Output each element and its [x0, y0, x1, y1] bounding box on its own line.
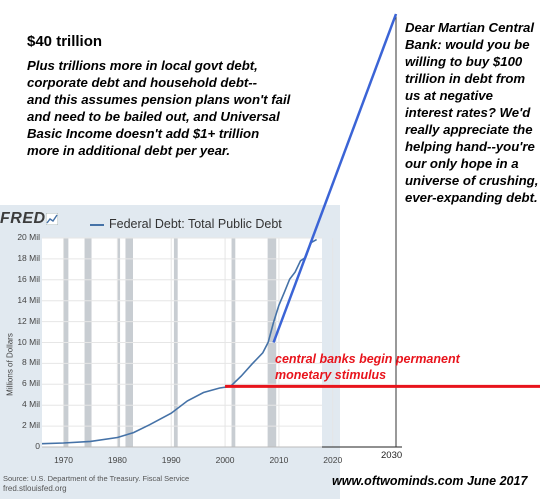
y-tick-label: 14 Mil: [17, 294, 40, 305]
stimulus-annotation: central banks begin permanent monetary s…: [275, 351, 460, 383]
note-line: Basic Income doesn't add $1+ trillion: [27, 126, 260, 141]
fred-logo-chart-icon: [46, 213, 58, 225]
y-tick-label: 0: [35, 441, 40, 451]
x-tick-label: 1990: [161, 455, 181, 465]
y-tick-label: 20 Mil: [17, 232, 40, 242]
y-tick-label: 12 Mil: [17, 315, 40, 326]
y-tick-label: 2 Mil: [22, 420, 40, 431]
letter-line: Bank: would you be: [405, 37, 530, 52]
website-credit: www.oftwominds.com June 2017: [332, 474, 528, 488]
y-tick-label: 8 Mil: [22, 357, 40, 368]
letter-line: our only hope in a: [405, 156, 519, 171]
note-line: Plus trillions more in local govt debt,: [27, 58, 258, 73]
letter-line: ever-expanding debt.: [405, 190, 538, 205]
source-note: Source: U.S. Department of the Treasury.…: [3, 474, 190, 483]
note-line: and need to be bailed out, and Universal: [27, 109, 280, 124]
x-tick-label: 2000: [215, 455, 235, 465]
x-tick-2030: 2030: [381, 450, 403, 461]
headline-40-trillion: $40 trillion: [27, 33, 103, 50]
letter-line: trillion in debt from: [405, 71, 526, 86]
letter-line: Dear Martian Central: [405, 20, 534, 35]
y-tick-label: 6 Mil: [22, 378, 40, 389]
letter-line: interest rates? We'd: [405, 105, 531, 120]
y-tick-label: 18 Mil: [17, 252, 40, 263]
legend-label: Federal Debt: Total Public Debt: [109, 217, 282, 231]
x-tick-label: 2010: [269, 455, 289, 465]
martian-letter: Dear Martian Central Bank: would you be …: [405, 19, 547, 206]
annotation-line: monetary stimulus: [275, 368, 387, 382]
letter-line: us at negative: [405, 88, 493, 103]
fred-logo: FRED: [0, 210, 46, 227]
y-tick-label: 4 Mil: [22, 399, 40, 410]
letter-line: universe of crushing,: [405, 173, 539, 188]
series-line-total-public-debt: [41, 238, 317, 445]
y-tick-label: 16 Mil: [17, 273, 40, 284]
legend-swatch: [90, 224, 104, 226]
x-tick-label: 2020: [323, 455, 343, 465]
annotation-line: central banks begin permanent: [275, 352, 460, 366]
x-tick-label: 1980: [107, 455, 127, 465]
note-line: and this assumes pension plans won't fai…: [27, 92, 291, 107]
letter-line: really appreciate the: [405, 122, 533, 137]
note-line: more in additional debt per year.: [27, 143, 230, 158]
letter-line: willing to buy $100: [405, 54, 523, 69]
letter-line: helping hand--you're: [405, 139, 535, 154]
x-tick-label: 1970: [54, 455, 73, 465]
y-tick-label: 10 Mil: [17, 336, 40, 347]
debt-note: Plus trillions more in local govt debt, …: [27, 57, 327, 159]
projection-line: [272, 13, 398, 343]
note-line: corporate debt and household debt--: [27, 75, 258, 90]
fred-url: fred.stlouisfed.org: [3, 484, 67, 493]
